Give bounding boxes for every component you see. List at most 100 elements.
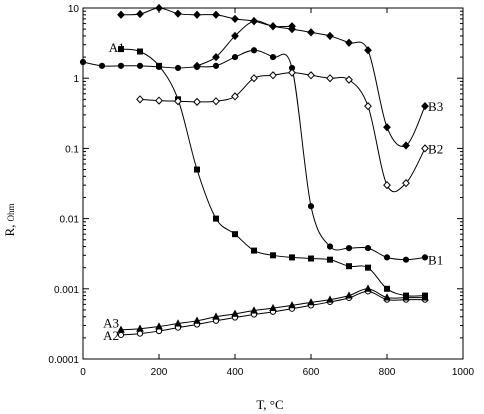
series-line-a1: [120, 48, 426, 297]
data-point-circle: [117, 331, 125, 339]
data-point-circle: [98, 62, 106, 69]
data-point-circle: [136, 330, 144, 337]
data-point-diamond: [421, 144, 429, 153]
data-point-square: [384, 285, 390, 292]
data-point-diamond: [307, 28, 315, 37]
series-a2: [117, 288, 429, 339]
data-point-circle: [269, 53, 277, 61]
data-point-diamond: [250, 74, 258, 83]
series-a1: [118, 46, 428, 299]
series-a3: [117, 284, 429, 333]
data-point-square: [365, 264, 371, 271]
data-point-triangle: [402, 293, 410, 301]
data-point-triangle: [383, 293, 391, 301]
data-point-diamond: [231, 92, 239, 101]
data-point-circle: [383, 254, 391, 261]
series-b3-lower: [193, 17, 296, 70]
data-point-diamond: [402, 179, 410, 188]
data-point-diamond: [288, 68, 296, 77]
data-point-triangle: [174, 319, 182, 327]
data-point-diamond: [269, 71, 277, 80]
data-point-triangle: [288, 301, 296, 309]
data-point-circle: [364, 244, 372, 252]
data-point-square: [194, 166, 200, 173]
data-point-triangle: [326, 295, 334, 303]
data-point-diamond: [231, 14, 239, 24]
data-point-diamond: [345, 38, 353, 47]
data-point-triangle: [117, 325, 125, 333]
data-point-circle: [307, 203, 315, 210]
data-point-diamond: [383, 180, 391, 190]
series-label-b2: B2: [428, 141, 443, 156]
y-tick-label: 0.1: [65, 144, 79, 155]
data-point-diamond: [402, 141, 410, 150]
series-line-b2: [139, 72, 426, 193]
data-point-triangle: [421, 293, 429, 301]
data-point-diamond: [250, 17, 258, 26]
data-point-square: [213, 215, 219, 222]
x-tick-label: 600: [303, 367, 320, 378]
data-point-square: [137, 48, 143, 55]
data-point-diamond: [269, 22, 277, 31]
data-point-diamond: [136, 9, 144, 19]
data-point-square: [270, 252, 276, 259]
data-point-diamond: [326, 31, 334, 41]
data-point-circle: [212, 62, 220, 69]
data-point-diamond: [231, 31, 239, 41]
data-point-diamond: [212, 97, 220, 106]
data-point-square: [289, 254, 295, 261]
series-label-a2: A2: [103, 328, 119, 343]
data-point-diamond: [345, 75, 353, 84]
y-tick-label: 0.0001: [48, 355, 79, 366]
data-point-square: [118, 46, 124, 53]
data-point-circle: [117, 62, 125, 69]
data-point-circle: [402, 256, 410, 263]
data-point-diamond: [288, 22, 296, 31]
y-axis-label: R,Ohm: [2, 204, 17, 237]
data-point-diamond: [383, 123, 391, 132]
data-point-diamond: [193, 10, 201, 19]
x-tick-label: 0: [80, 367, 86, 378]
series-label-b1: B1: [428, 253, 443, 268]
data-point-triangle: [269, 303, 277, 312]
data-point-circle: [136, 62, 144, 69]
series-line-b3-lower: [196, 20, 293, 67]
series-b2: [136, 68, 429, 193]
data-point-triangle: [155, 322, 163, 330]
data-point-diamond: [117, 10, 125, 19]
x-tick-label: 400: [227, 367, 244, 378]
data-point-triangle: [307, 298, 315, 306]
data-point-circle: [231, 53, 239, 61]
data-point-diamond: [174, 97, 182, 106]
data-point-diamond: [193, 97, 201, 107]
y-tick-label: 0.01: [60, 215, 80, 226]
data-point-diamond: [193, 61, 201, 70]
data-point-diamond: [136, 95, 144, 104]
chart-series: [79, 3, 429, 339]
data-point-diamond: [212, 52, 220, 62]
data-point-diamond: [155, 3, 163, 13]
data-point-diamond: [212, 10, 220, 19]
data-point-circle: [250, 47, 258, 54]
y-tick-label: 10: [68, 4, 80, 15]
data-point-circle: [421, 254, 429, 261]
data-point-square: [346, 263, 352, 270]
x-axis-label: T, °C: [256, 397, 283, 412]
data-point-diamond: [307, 71, 315, 80]
data-point-diamond: [174, 9, 182, 18]
data-point-triangle: [345, 291, 353, 299]
data-point-diamond: [155, 96, 163, 105]
x-tick-label: 800: [379, 367, 396, 378]
data-point-triangle: [193, 316, 201, 324]
data-point-circle: [155, 63, 163, 70]
data-point-diamond: [364, 46, 372, 55]
series-b1: [79, 47, 429, 263]
data-point-triangle: [364, 284, 372, 292]
x-tick-label: 200: [151, 367, 168, 378]
plot-frame: [82, 7, 464, 360]
data-point-circle: [326, 243, 334, 250]
series-label-a3: A3: [103, 316, 119, 331]
data-point-circle: [79, 58, 87, 66]
